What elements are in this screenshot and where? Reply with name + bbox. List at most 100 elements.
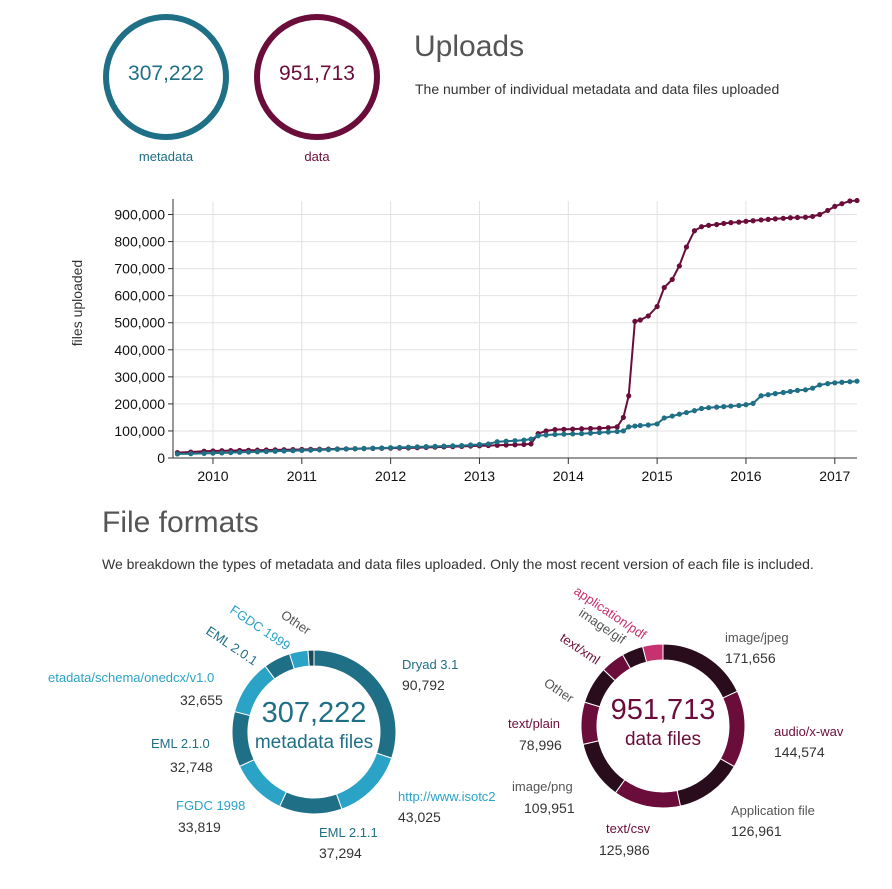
data-point-metadata: [228, 449, 234, 456]
y-tick-label: 900,000: [114, 207, 165, 223]
data-point-metadata: [237, 449, 243, 455]
data-point-data: [632, 318, 638, 324]
data-point-metadata: [691, 408, 698, 414]
data-point-data: [528, 441, 534, 447]
data-point-metadata: [802, 387, 809, 393]
data-point-data: [736, 219, 742, 225]
formats-title: File formats: [102, 506, 259, 539]
data-point-metadata: [388, 445, 394, 451]
data-point-metadata: [794, 387, 801, 393]
data-point-data: [561, 426, 567, 432]
data-point-metadata: [281, 448, 287, 454]
data-point-metadata: [854, 378, 860, 384]
y-tick-label: 200,000: [114, 396, 165, 412]
data-slice-value: 78,996: [519, 737, 562, 753]
metadata-slice: [313, 649, 397, 759]
x-tick-label: 2016: [730, 468, 761, 484]
y-tick-label: 500,000: [114, 315, 165, 331]
data-point-data: [721, 220, 727, 227]
data-point-metadata: [352, 446, 358, 452]
data-point-metadata: [626, 424, 632, 430]
data-slice: [676, 758, 735, 807]
data-point-data: [750, 218, 756, 224]
data-point-data: [543, 428, 549, 434]
y-tick-label: 400,000: [114, 342, 165, 358]
data-point-data: [645, 313, 651, 319]
metadata-slice-label: EML 2.1.0: [151, 736, 210, 751]
data-point-metadata: [579, 431, 585, 437]
data-point-metadata: [832, 380, 838, 386]
data-point-metadata: [316, 447, 323, 453]
data-point-data: [832, 203, 838, 210]
data-point-metadata: [210, 450, 216, 456]
data-point-data: [839, 201, 845, 207]
data-point-metadata: [450, 443, 456, 449]
metadata-count-ring: 307,222: [103, 14, 229, 140]
data-point-data: [605, 425, 611, 431]
metadata-slice-label: FGDC 1998: [176, 798, 245, 813]
x-tick-label: 2011: [287, 468, 317, 484]
data-point-data: [706, 222, 712, 228]
uploads-title: Uploads: [414, 30, 525, 63]
data-point-data: [847, 198, 853, 204]
data-slice-label: text/plain: [508, 716, 560, 731]
series-line-data: [177, 199, 858, 454]
data-count-ring: 951,713: [254, 14, 380, 140]
data-count-label: data: [304, 149, 330, 164]
data-point-metadata: [343, 446, 349, 452]
data-point-data: [854, 197, 860, 204]
data-point-metadata: [188, 451, 194, 457]
metadata-slice-label: Dryad 3.1: [402, 657, 458, 672]
metadata-slice: [233, 665, 276, 717]
data-point-data: [802, 214, 809, 220]
metadata-slice: [264, 653, 295, 680]
metadata-count-value: 307,222: [128, 62, 204, 85]
x-tick-label: 2010: [197, 468, 228, 484]
data-point-metadata: [521, 437, 527, 443]
data-point-data: [698, 224, 705, 230]
data-point-metadata: [299, 447, 305, 454]
data-point-metadata: [405, 444, 412, 450]
data-point-metadata: [379, 445, 385, 451]
y-axis-label: files uploaded: [69, 260, 85, 346]
data-point-metadata: [728, 403, 734, 409]
data-point-data: [676, 263, 682, 269]
data-point-data: [620, 414, 626, 421]
data-point-metadata: [676, 411, 682, 417]
data-point-metadata: [512, 438, 518, 444]
data-slice-label: application/pdf: [571, 583, 649, 643]
data-point-metadata: [528, 436, 534, 442]
data-slice-value: 144,574: [774, 744, 825, 760]
x-tick-label: 2015: [642, 468, 673, 484]
y-tick-label: 700,000: [114, 261, 165, 277]
data-point-metadata: [254, 449, 260, 455]
metadata-slice: [307, 649, 315, 667]
data-point-metadata: [467, 442, 474, 448]
metadata-slice-label: EML 2.1.1: [319, 825, 378, 840]
metadata-slice: [335, 752, 393, 810]
metadata-slice: [288, 649, 310, 670]
data-point-metadata: [561, 431, 567, 437]
data-point-data: [809, 213, 816, 220]
data-point-metadata: [637, 422, 643, 429]
data-point-metadata: [620, 428, 626, 434]
data-point-metadata: [219, 450, 225, 456]
data-slice-value: 126,961: [731, 823, 782, 839]
formats-subtitle: We breakdown the types of metadata and d…: [102, 556, 814, 572]
data-slice-label: text/csv: [606, 821, 651, 836]
data-point-metadata: [485, 441, 491, 447]
data-point-metadata: [543, 432, 549, 438]
metadata-slice-value: 90,792: [402, 677, 445, 693]
data-point-metadata: [683, 409, 690, 416]
data-point-metadata: [361, 445, 367, 452]
data-point-metadata: [272, 448, 278, 454]
data-slice-label: Other: [541, 675, 577, 706]
metadata-donut-center-label: metadata files: [255, 732, 373, 753]
data-point-data: [626, 393, 632, 399]
data-point-data: [669, 276, 675, 283]
data-point-metadata: [432, 443, 438, 449]
data-point-data: [794, 214, 801, 221]
data-point-metadata: [570, 431, 576, 437]
y-tick-label: 600,000: [114, 288, 165, 304]
data-point-metadata: [290, 448, 296, 454]
